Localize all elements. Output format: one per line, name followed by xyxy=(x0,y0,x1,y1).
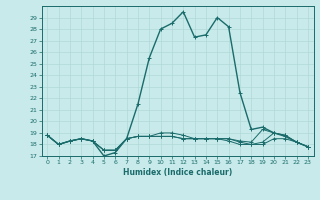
X-axis label: Humidex (Indice chaleur): Humidex (Indice chaleur) xyxy=(123,168,232,177)
